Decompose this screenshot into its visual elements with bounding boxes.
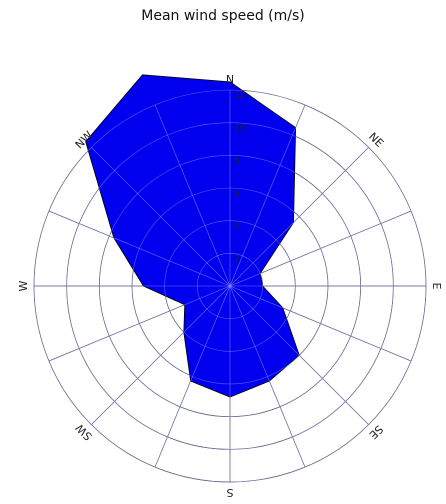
wind-speed-polygon — [85, 74, 300, 398]
direction-label-w: W — [17, 280, 30, 291]
wind-speed-area — [33, 74, 427, 483]
overlay-ring — [131, 187, 329, 385]
direction-label-ne: NE — [366, 130, 386, 150]
direction-label-se: SE — [366, 422, 385, 441]
radial-tick-8: 8 — [234, 156, 240, 166]
overlay-ring — [99, 155, 361, 417]
radial-tick-12: 12 — [234, 91, 245, 101]
radial-tick-labels: 2 4 6 8 10 12 — [234, 91, 246, 264]
direction-label-e: E — [430, 283, 443, 290]
radial-tick-2: 2 — [234, 254, 240, 264]
direction-label-s: S — [226, 486, 233, 499]
radial-tick-10: 10 — [234, 124, 246, 134]
chart-title: Mean wind speed (m/s) — [141, 8, 305, 24]
overlay-ring — [33, 89, 427, 483]
radial-tick-4: 4 — [234, 222, 240, 232]
overlay-ring — [164, 220, 296, 352]
overlay-ring — [197, 253, 263, 319]
overlay-ring — [66, 122, 394, 450]
direction-label-n: N — [226, 73, 234, 86]
radial-tick-6: 6 — [234, 189, 240, 199]
